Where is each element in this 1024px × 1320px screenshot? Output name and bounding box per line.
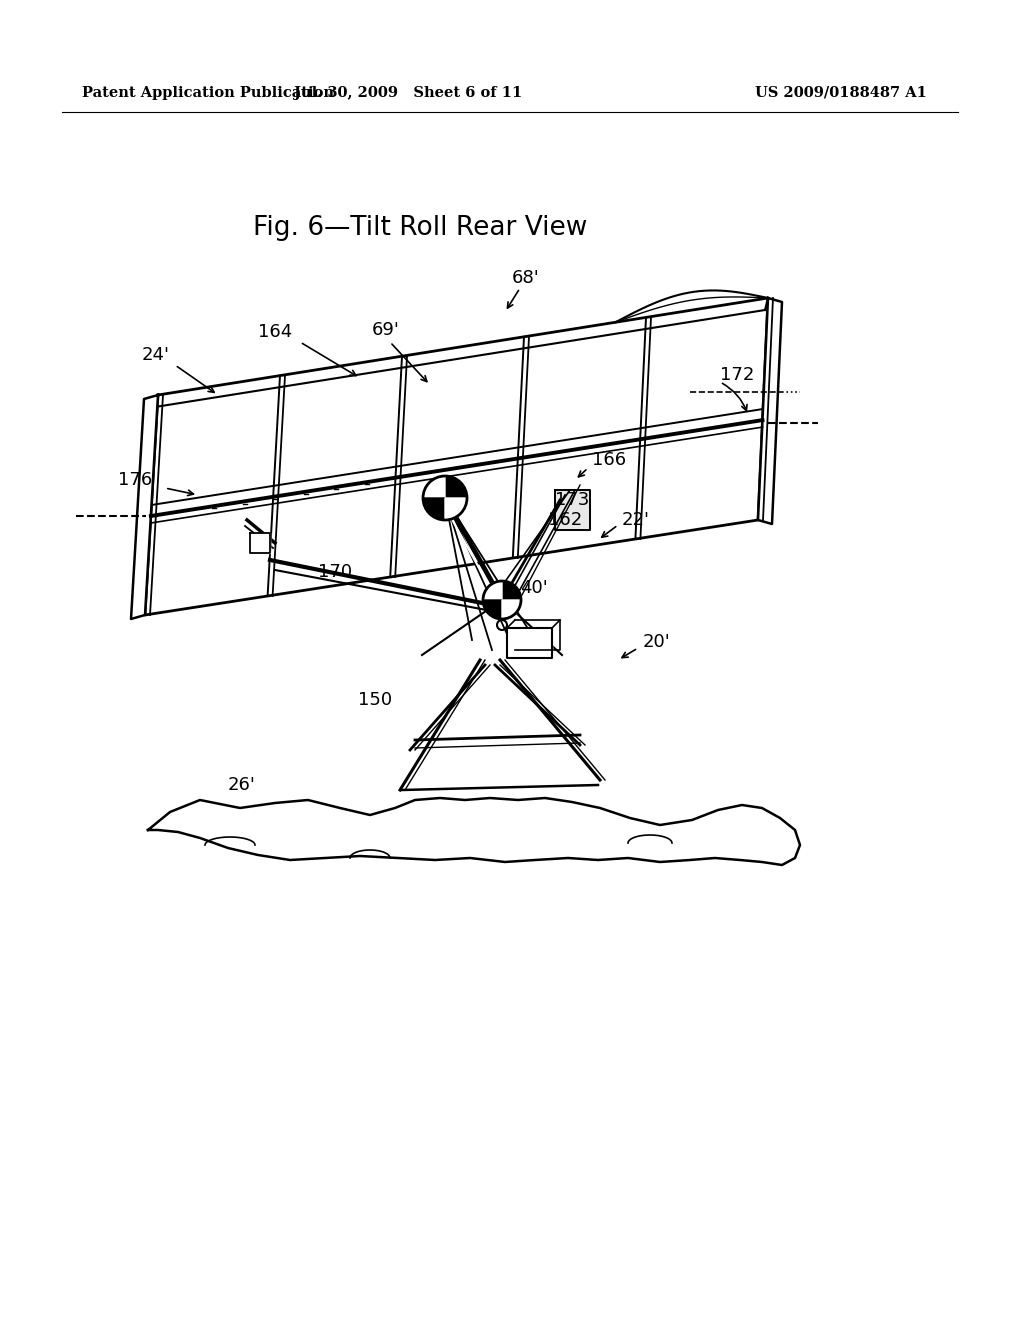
Polygon shape xyxy=(445,498,467,520)
Polygon shape xyxy=(445,477,467,498)
Text: Jul. 30, 2009   Sheet 6 of 11: Jul. 30, 2009 Sheet 6 of 11 xyxy=(294,86,522,100)
Text: 26': 26' xyxy=(228,776,256,795)
Text: 176: 176 xyxy=(118,471,153,488)
Polygon shape xyxy=(555,490,590,531)
Text: 24': 24' xyxy=(142,346,170,364)
Polygon shape xyxy=(250,533,270,553)
Text: Fig. 6—Tilt Roll Rear View: Fig. 6—Tilt Roll Rear View xyxy=(253,215,587,242)
Text: Patent Application Publication: Patent Application Publication xyxy=(82,86,334,100)
Text: 173: 173 xyxy=(555,491,590,510)
Text: 170: 170 xyxy=(318,564,352,581)
Polygon shape xyxy=(423,498,445,520)
Text: 22': 22' xyxy=(622,511,650,529)
Text: 150: 150 xyxy=(358,690,392,709)
Polygon shape xyxy=(502,581,521,601)
Text: 20': 20' xyxy=(643,634,671,651)
Polygon shape xyxy=(145,298,768,615)
Polygon shape xyxy=(131,395,158,619)
Text: 68': 68' xyxy=(512,269,540,286)
Text: US 2009/0188487 A1: US 2009/0188487 A1 xyxy=(755,86,927,100)
Text: 40': 40' xyxy=(520,579,548,597)
Text: 69': 69' xyxy=(372,321,400,339)
Polygon shape xyxy=(758,298,782,524)
Text: 164: 164 xyxy=(258,323,292,341)
Polygon shape xyxy=(507,628,552,657)
Text: 162: 162 xyxy=(548,511,583,529)
Text: 172: 172 xyxy=(720,366,755,384)
Polygon shape xyxy=(483,601,502,619)
Polygon shape xyxy=(423,477,445,498)
Polygon shape xyxy=(502,601,521,619)
Polygon shape xyxy=(483,581,502,601)
Text: 166: 166 xyxy=(592,451,626,469)
